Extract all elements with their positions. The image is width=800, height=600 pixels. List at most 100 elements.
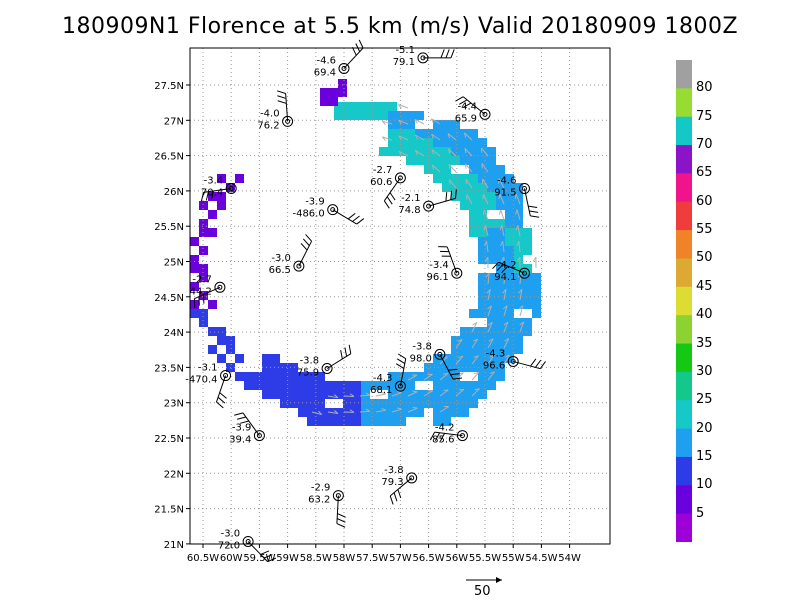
shading-cell bbox=[496, 327, 505, 336]
shading-cell bbox=[370, 417, 379, 426]
shading-cell bbox=[460, 363, 469, 372]
shading-cell bbox=[352, 111, 361, 120]
wind-vector bbox=[519, 321, 525, 333]
shading-cell bbox=[451, 156, 460, 165]
wind-vector-head bbox=[458, 355, 464, 359]
shading-cell bbox=[451, 372, 460, 381]
wind-vector bbox=[431, 133, 441, 141]
shading-cell bbox=[442, 165, 451, 174]
wind-vector-head bbox=[381, 120, 386, 126]
wind-vectors bbox=[311, 104, 537, 416]
shading-cell bbox=[253, 381, 262, 390]
shading-cell bbox=[451, 336, 460, 345]
shading-cell bbox=[523, 246, 532, 255]
wind-vector bbox=[487, 273, 490, 285]
station-temp: -2.7 bbox=[373, 165, 393, 176]
wind-vector bbox=[515, 193, 521, 205]
shading-cell bbox=[532, 273, 541, 282]
shading-cell bbox=[289, 381, 298, 390]
station-temp: -2.7 bbox=[192, 274, 212, 285]
station-ring bbox=[242, 535, 254, 547]
station-value: 39.4 bbox=[229, 435, 251, 446]
shading-cell bbox=[496, 246, 505, 255]
shading-cell bbox=[235, 372, 244, 381]
shading-cell bbox=[320, 97, 329, 106]
shading-cell bbox=[442, 120, 451, 129]
shading-cell bbox=[289, 390, 298, 399]
scale-arrow bbox=[466, 577, 502, 583]
wind-vector bbox=[391, 408, 402, 413]
wind-barb-flag bbox=[277, 100, 287, 104]
wind-vector-head bbox=[414, 150, 418, 155]
shading-cell bbox=[361, 381, 370, 390]
wind-vector-head bbox=[489, 371, 495, 374]
shading-cell bbox=[514, 183, 523, 192]
shading-cell bbox=[388, 138, 397, 147]
station-ring bbox=[321, 363, 333, 374]
shading-cell bbox=[505, 237, 514, 246]
y-tick-label: 21.5N bbox=[154, 505, 184, 516]
shading-cell bbox=[487, 192, 496, 201]
wind-vector-head bbox=[472, 322, 478, 326]
wind-vector-head bbox=[398, 104, 402, 109]
wind-barb-flag bbox=[358, 39, 364, 49]
shading-cell bbox=[217, 336, 226, 345]
station-value: 79.1 bbox=[393, 57, 415, 68]
wind-vector bbox=[448, 163, 457, 173]
station-temp: -4.2 bbox=[497, 260, 517, 271]
wind-vector-head bbox=[498, 209, 502, 215]
wind-vector-head bbox=[464, 148, 467, 154]
station-value: 74.8 bbox=[398, 205, 420, 216]
station-plot: -3.9-486.0 bbox=[292, 197, 365, 225]
station-ring bbox=[394, 172, 406, 184]
shading-cell bbox=[478, 201, 487, 210]
wind-vector bbox=[502, 241, 505, 253]
station-value: 96.6 bbox=[483, 360, 505, 371]
wind-vector-head bbox=[333, 410, 339, 414]
wind-vector bbox=[484, 225, 489, 237]
shading-cell bbox=[487, 183, 496, 192]
wind-vector bbox=[449, 179, 457, 189]
wind-vector-head bbox=[487, 305, 492, 310]
shading-cell bbox=[514, 300, 523, 309]
station-ring bbox=[253, 430, 265, 442]
y-tick-label: 26.5N bbox=[154, 152, 184, 163]
shading-cell bbox=[523, 264, 532, 273]
wind-barb-flag bbox=[260, 550, 270, 555]
shading-cell bbox=[469, 354, 478, 363]
station-plots: -5.179.1-4.669.4-4.076.2-4.465.9-3.470.4… bbox=[185, 39, 546, 563]
shading-cell bbox=[433, 156, 442, 165]
shading-cell bbox=[388, 372, 397, 381]
shading-cell bbox=[514, 264, 523, 273]
wind-vector bbox=[375, 409, 386, 413]
x-tick-label: 60W bbox=[220, 553, 243, 564]
wind-vector bbox=[481, 163, 489, 173]
wind-barb-flag bbox=[492, 261, 500, 270]
wind-vector-head bbox=[431, 149, 435, 155]
shading-cell bbox=[478, 336, 487, 345]
wind-vector-head bbox=[503, 321, 509, 326]
wind-vector-head bbox=[431, 133, 434, 139]
shading-cell bbox=[442, 354, 451, 363]
wind-vector bbox=[487, 338, 494, 349]
shading-cell bbox=[190, 255, 199, 264]
wind-barb-flag bbox=[348, 344, 352, 354]
shading-cell bbox=[514, 192, 523, 201]
shading-cell bbox=[352, 399, 361, 408]
station-plot: -2.760.6 bbox=[370, 165, 406, 209]
colorbar-swatch bbox=[676, 315, 692, 345]
wind-vector-head bbox=[504, 354, 510, 358]
wind-vector-head bbox=[500, 256, 505, 262]
shading-cell bbox=[208, 228, 217, 237]
shading-cell bbox=[433, 399, 442, 408]
shading-cell bbox=[289, 363, 298, 372]
shading-cell bbox=[496, 183, 505, 192]
shading-cell bbox=[505, 300, 514, 309]
wind-vector bbox=[455, 355, 464, 365]
shading-cell bbox=[460, 354, 469, 363]
shading-cell bbox=[361, 417, 370, 426]
wind-vector bbox=[359, 394, 371, 397]
station-value: 70.4 bbox=[201, 187, 223, 198]
shading-cell bbox=[424, 165, 433, 174]
